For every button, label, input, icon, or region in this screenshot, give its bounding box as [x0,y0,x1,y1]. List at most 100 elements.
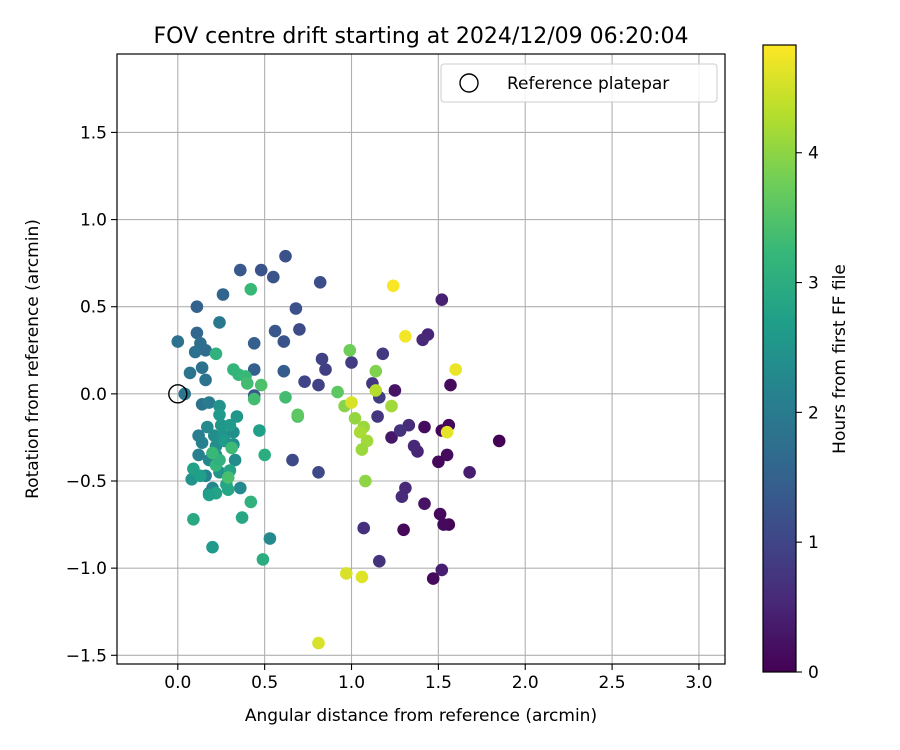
data-point [353,425,367,439]
data-point [313,276,327,289]
data-point [279,249,292,263]
data-point [190,300,204,314]
x-axis-label: Angular distance from reference (arcmin) [245,706,597,726]
data-point [244,283,258,296]
gridlines [117,54,725,664]
x-tick-label: 1.5 [425,673,452,693]
data-point [277,335,291,348]
data-point [214,418,228,432]
data-point [206,540,219,554]
data-point [247,363,261,376]
data-point [418,420,431,434]
data-point [359,474,372,488]
colorbar: 0 1 2 3 4 Hours from first FF file [762,44,850,683]
data-point [183,366,197,380]
data-point [315,352,329,366]
data-point [345,356,358,369]
data-point [202,488,216,502]
data-point [221,483,235,497]
data-point [244,495,258,509]
colorbar-tick-label: 2 [808,403,819,423]
y-axis-label: Rotation from reference (arcmin) [23,219,43,499]
data-point [235,511,249,524]
data-point [247,392,261,406]
data-point [291,408,305,422]
data-point [188,345,202,359]
data-point [418,497,431,511]
data-point [319,363,332,376]
x-tick-label: 2.5 [599,673,626,693]
data-point [258,448,272,462]
chart-title: FOV centre drift starting at 2024/12/09 … [154,24,689,49]
colorbar-label: Hours from first FF file [830,264,850,454]
data-point [194,469,207,483]
colorbar-tick-label: 0 [808,663,819,683]
data-point [345,396,358,409]
data-point [399,330,412,343]
data-point [312,466,325,479]
data-point [171,335,185,348]
data-point [492,434,506,448]
data-point [399,481,412,495]
data-point [298,375,311,389]
data-point [263,532,277,545]
data-point [397,523,410,537]
data-point [435,293,449,307]
x-axis-ticks: 0.0 0.5 1.0 1.5 2.0 2.5 3.0 [164,664,712,693]
data-point [432,455,445,469]
x-tick-label: 3.0 [685,673,712,693]
data-point [213,408,226,422]
legend-marker [459,73,479,93]
plot-frame [116,53,726,665]
data-point [209,347,223,361]
data-point [348,412,362,425]
data-point [241,377,254,390]
colorbar-gradient [762,44,797,673]
y-tick-label: 1.5 [80,123,107,143]
data-point [331,385,344,399]
data-point [213,316,226,329]
data-point [371,410,384,423]
data-point [195,436,209,450]
data-point [253,424,266,437]
data-point [213,399,226,413]
y-tick-label: 1.0 [80,211,107,231]
data-point [190,326,204,340]
data-point [416,333,430,347]
data-point [279,391,292,404]
colorbar-tick-label: 1 [808,533,819,553]
colorbar-ticks: 0 1 2 3 4 [796,144,819,683]
x-tick-label: 0.5 [251,673,278,693]
colorbar-tick-label: 3 [808,274,819,294]
data-point [289,302,303,315]
legend-box [440,63,718,103]
data-point [221,471,235,484]
data-point [277,364,291,378]
data-point [216,288,230,301]
data-point [385,399,398,413]
x-tick-label: 1.0 [338,673,365,693]
data-point [267,270,280,284]
y-tick-label: 0.0 [80,385,107,405]
legend: Reference platepar [440,63,718,103]
data-point [376,347,390,361]
data-point [440,448,454,462]
data-point [178,387,191,401]
data-point [268,324,282,338]
data-point [293,323,306,336]
colorbar-tick-label: 4 [808,144,819,164]
data-point [201,420,214,434]
data-point [312,378,325,392]
data-point [192,448,205,462]
data-point [234,481,247,495]
data-point [340,567,353,580]
data-point [444,378,457,392]
data-point [206,446,219,460]
data-point [433,507,447,521]
y-axis-ticks: −1.5 −1.0 −0.5 0.0 0.5 1.0 1.5 [66,123,117,666]
data-point [355,570,369,584]
data-point [449,363,463,376]
data-point [343,344,357,357]
data-point [407,439,421,453]
data-point [435,563,449,577]
